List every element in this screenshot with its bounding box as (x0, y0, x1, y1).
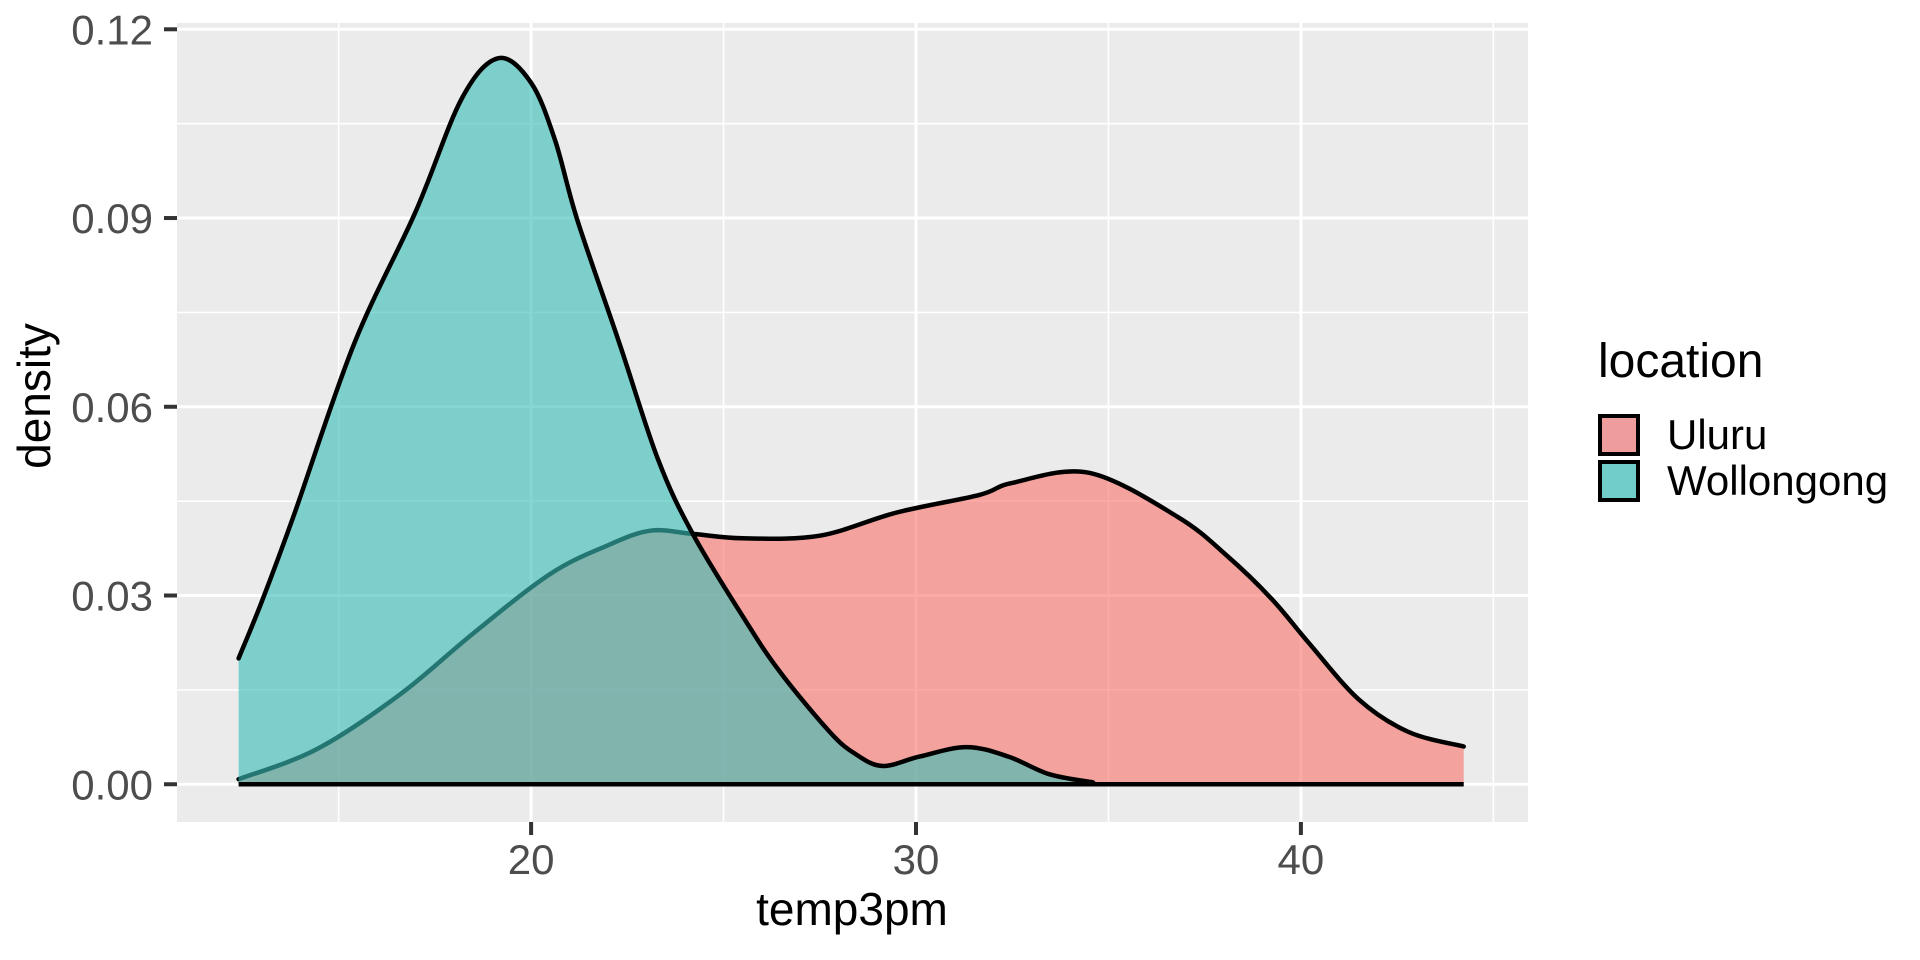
uluru-color-swatch (1598, 414, 1640, 456)
x-tick-label: 30 (893, 836, 940, 883)
y-tick-label: 0.09 (71, 195, 153, 242)
y-tick-label: 0.00 (71, 761, 153, 808)
legend-label-wollongong: Wollongong (1667, 457, 1889, 504)
legend-label-uluru: Uluru (1667, 411, 1768, 458)
x-tick-label: 40 (1278, 836, 1325, 883)
y-axis-title: density (8, 323, 60, 469)
y-tick-label: 0.03 (71, 573, 153, 620)
legend-title: location (1598, 335, 1764, 388)
y-tick-label: 0.12 (71, 6, 153, 53)
legend-item-wollongong: Wollongong (1598, 460, 1888, 502)
legend: location Uluru Wollongong (1598, 338, 1888, 506)
density-curve-wollongong (236, 55, 1096, 785)
density-area-wollongong (238, 57, 1094, 785)
x-tick-label: 20 (508, 836, 555, 883)
y-tick-label: 0.06 (71, 384, 153, 431)
wollongong-color-swatch (1598, 460, 1640, 502)
legend-item-uluru: Uluru (1598, 414, 1888, 456)
x-axis-title: temp3pm (756, 883, 948, 935)
